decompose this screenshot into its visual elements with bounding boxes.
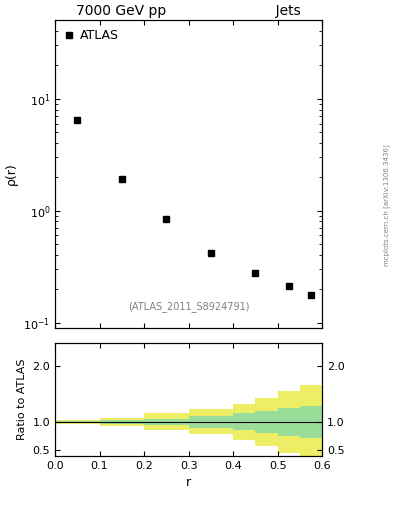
- ATLAS: [164, 216, 169, 222]
- X-axis label: r: r: [186, 476, 191, 489]
- ATLAS: [119, 176, 124, 182]
- Legend: ATLAS: ATLAS: [59, 24, 124, 47]
- ATLAS: [286, 284, 291, 290]
- Title: 7000 GeV pp                         Jets: 7000 GeV pp Jets: [76, 4, 301, 18]
- ATLAS: [75, 117, 80, 123]
- ATLAS: [309, 292, 314, 298]
- Text: mcplots.cern.ch [arXiv:1306.3436]: mcplots.cern.ch [arXiv:1306.3436]: [384, 144, 391, 266]
- Y-axis label: Ratio to ATLAS: Ratio to ATLAS: [17, 358, 27, 440]
- Y-axis label: ρ(r): ρ(r): [5, 163, 18, 185]
- Line: ATLAS: ATLAS: [75, 117, 314, 298]
- ATLAS: [209, 250, 213, 256]
- Text: (ATLAS_2011_S8924791): (ATLAS_2011_S8924791): [128, 302, 250, 312]
- ATLAS: [253, 269, 258, 275]
